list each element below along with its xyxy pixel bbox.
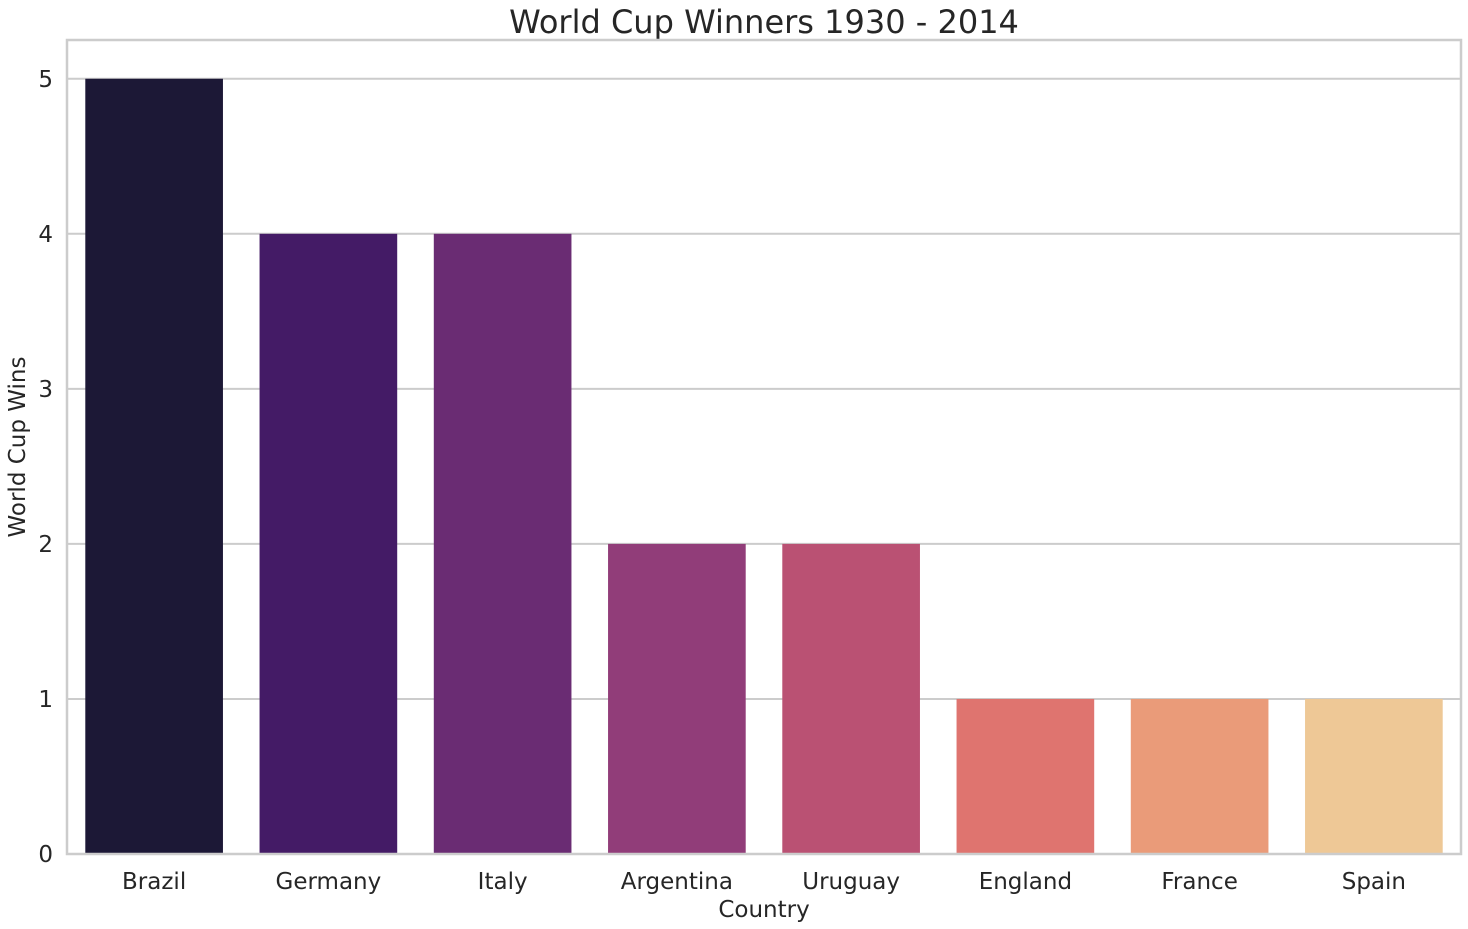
x-axis-ticks: Brazil Germany Italy Argentina Uruguay Englan… xyxy=(122,869,1406,895)
y-tick-label: 1 xyxy=(38,687,53,713)
x-tick-label: Brazil xyxy=(122,869,186,895)
bar-france xyxy=(1130,698,1269,854)
bar-spain xyxy=(1305,698,1443,854)
x-tick-label: Argentina xyxy=(621,869,733,895)
x-tick-label: France xyxy=(1161,869,1237,895)
y-axis-ticks: 0 1 2 3 4 5 xyxy=(38,67,53,868)
x-tick-label: Italy xyxy=(478,869,528,895)
bar-england xyxy=(956,698,1095,854)
bars xyxy=(85,78,1443,855)
x-tick-label: Germany xyxy=(276,869,382,895)
bar-germany xyxy=(259,233,398,855)
y-axis-label: World Cup Wins xyxy=(5,357,31,538)
plot-frame xyxy=(65,38,1463,856)
bar-italy xyxy=(433,233,572,855)
x-tick-label: Uruguay xyxy=(802,869,900,895)
bar-uruguay xyxy=(782,543,920,854)
y-tick-label: 0 xyxy=(38,842,53,868)
x-axis-label: Country xyxy=(718,897,809,923)
x-tick-label: England xyxy=(979,869,1072,895)
y-tick-label: 5 xyxy=(38,67,53,93)
y-tick-label: 4 xyxy=(38,222,53,248)
chart-title: World Cup Winners 1930 - 2014 xyxy=(509,3,1019,41)
bar-brazil xyxy=(85,78,223,854)
y-tick-label: 3 xyxy=(38,377,53,403)
y-tick-label: 2 xyxy=(38,532,53,558)
x-tick-label: Spain xyxy=(1342,869,1406,895)
bar-argentina xyxy=(608,543,746,854)
